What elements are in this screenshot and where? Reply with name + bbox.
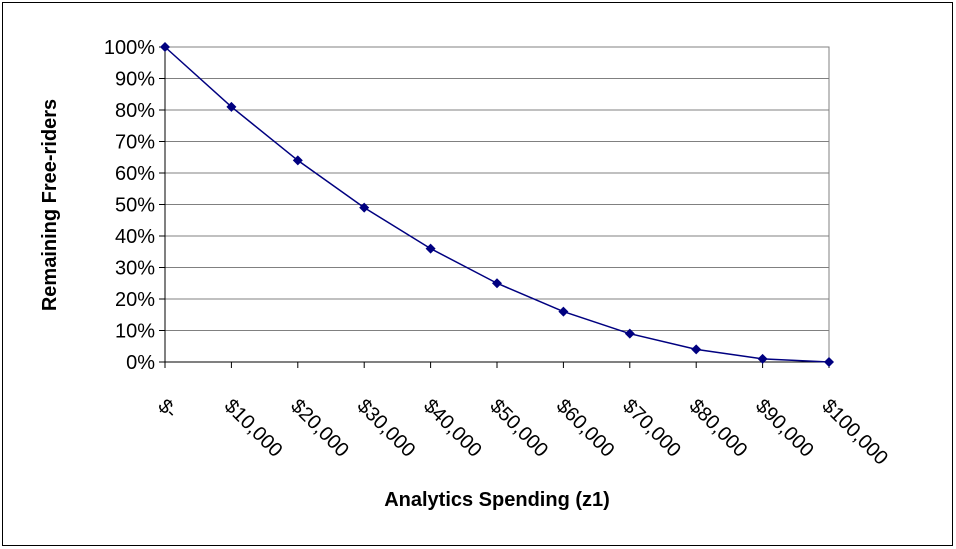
y-tick-label: 20% [115,289,155,311]
y-tick-label: 60% [115,163,155,185]
data-point-marker [824,357,834,367]
x-tick-label: $100,000 [817,395,892,470]
y-axis-title: Remaining Free-riders [39,99,61,311]
x-axis-title: Analytics Spending (z1) [384,489,610,511]
y-tick-label: 10% [115,321,155,343]
data-point-marker [757,353,768,364]
x-axis-ticks [164,361,830,368]
x-tick-label: $80,000 [685,395,752,462]
data-point-marker [558,306,569,317]
x-tick-label: $10,000 [220,395,287,462]
x-tick-label: $20,000 [286,395,353,462]
data-point-marker [492,278,502,289]
y-axis-ticks [159,46,166,363]
y-tick-label: 30% [115,258,155,280]
data-point-marker [226,101,237,112]
data-point-marker [160,42,170,52]
y-tick-label: 40% [115,226,155,248]
y-tick-label: 70% [115,132,155,154]
x-tick-label: $70,000 [618,395,685,462]
x-tick-label: $- [153,395,181,423]
x-tick-label: $40,000 [419,395,486,462]
y-tick-label: 100% [104,37,155,59]
y-tick-label: 90% [115,69,155,91]
x-tick-label: $60,000 [552,395,619,462]
y-tick-label: 0% [126,352,155,374]
data-point-marker [691,344,702,355]
data-point-marker [425,243,436,254]
x-tick-label: $90,000 [751,395,818,462]
y-tick-label: 80% [115,100,155,122]
x-tick-labels: $- $10,000 $20,000 $30,000 $40,000 $50,000 $60… [153,395,892,470]
y-tick-labels: 0% 10% 20% 30% 40% 50% 60% 70% 80% 90% 100% [104,37,155,374]
data-point-marker [292,155,303,166]
x-tick-label: $50,000 [485,395,552,462]
y-tick-label: 50% [115,195,155,217]
x-tick-label: $30,000 [353,395,420,462]
gridlines [165,78,829,331]
data-point-marker [624,328,635,339]
series-layer [160,42,834,367]
data-point-marker [359,202,370,213]
